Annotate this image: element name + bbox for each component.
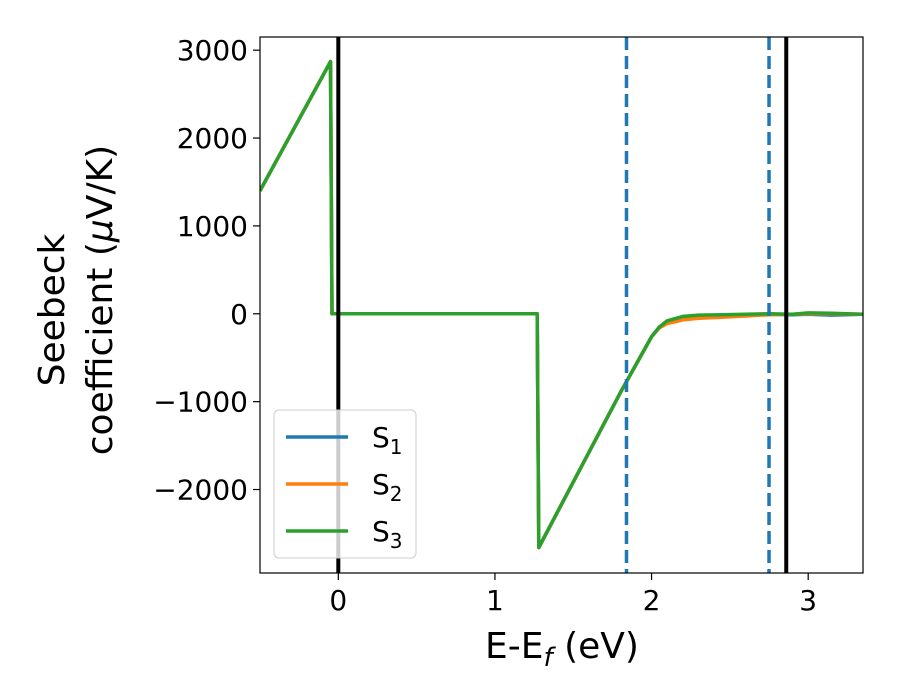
y-tick-label: −1000 — [153, 386, 248, 419]
legend: S1 S2 S3 — [273, 409, 417, 559]
y-tick-label: 2000 — [177, 122, 248, 155]
y-axis-title-line1: Seebeck — [32, 233, 73, 386]
y-axis-title-line2: coefficient (μV/K) — [80, 145, 121, 455]
x-tick-label: 1 — [486, 584, 504, 617]
x-axis-title: E-Ef (eV) — [485, 626, 639, 673]
y-tick-label: 3000 — [177, 34, 248, 67]
series-line-s3 — [260, 59, 863, 550]
x-tick-label: 3 — [799, 584, 817, 617]
y-tick-label: 1000 — [177, 210, 248, 243]
legend-label-s2: S2 — [372, 468, 403, 506]
x-tick-label: 0 — [329, 584, 347, 617]
y-tick-label: 0 — [230, 298, 248, 331]
y-tick-label: −2000 — [153, 474, 248, 507]
legend-label-s3: S3 — [372, 515, 403, 553]
plot-frame — [259, 36, 864, 574]
x-tick-label: 2 — [643, 584, 661, 617]
legend-label-s1: S1 — [372, 421, 403, 459]
plot-content — [260, 37, 863, 573]
axis-ticks: 0 1 2 3 3000 2000 1000 0 −1000 −2000 — [153, 34, 817, 617]
